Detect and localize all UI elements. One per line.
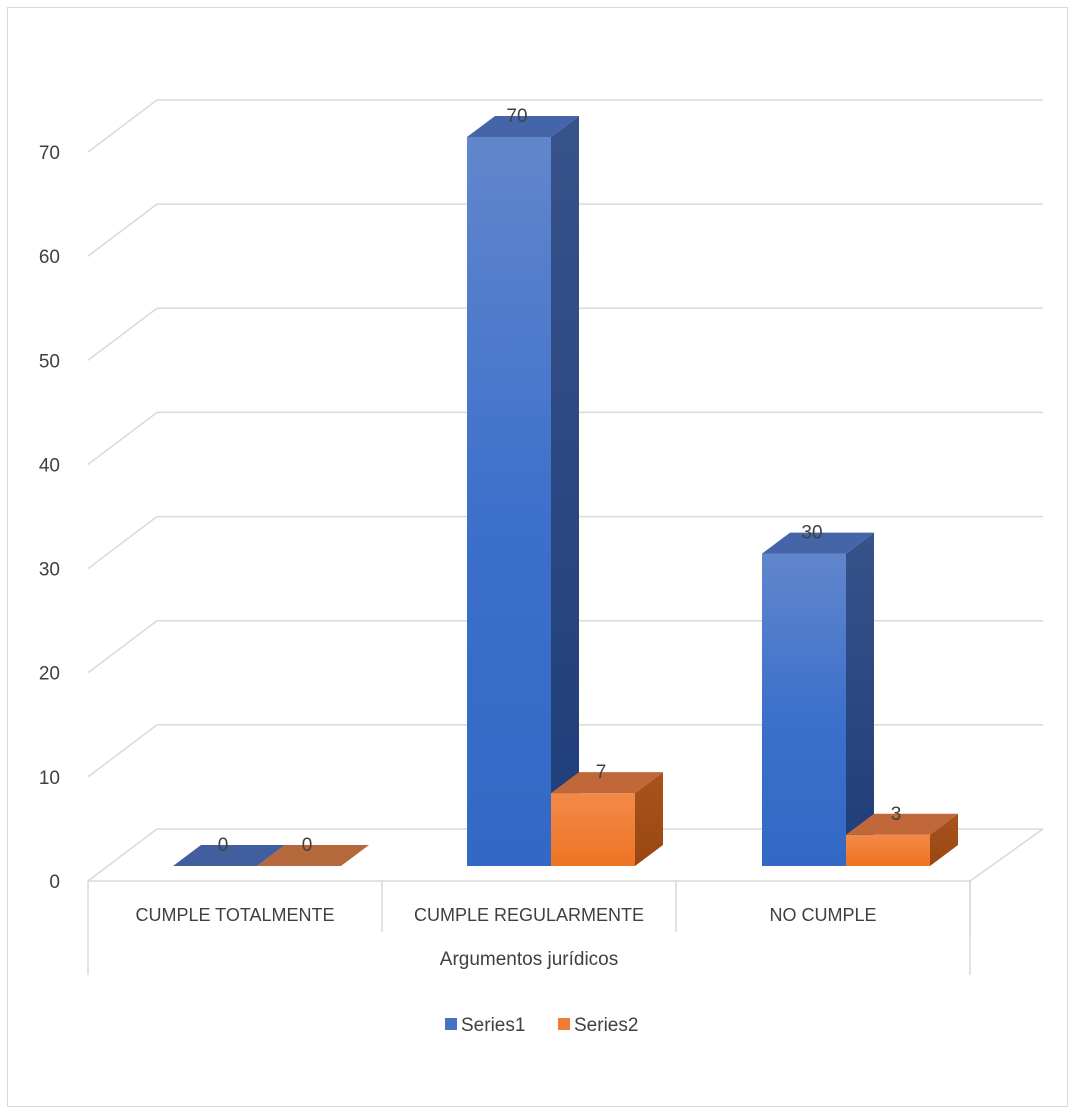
bar-top: [173, 845, 285, 866]
floor-right-edge: [969, 828, 1044, 882]
y-tick-label: 70: [39, 143, 60, 164]
legend-swatch: [445, 1018, 457, 1030]
x-tick-label: CUMPLE TOTALMENTE: [135, 905, 334, 925]
gridline-side: [87, 411, 158, 466]
data-label: 0: [218, 835, 229, 856]
data-label: 3: [891, 804, 902, 825]
gridline-side: [87, 620, 158, 674]
gridline-side: [87, 307, 158, 361]
bar-front: [762, 553, 846, 866]
data-labels: 0 0 70 7 30 3: [218, 106, 902, 856]
gridline-side: [87, 203, 158, 257]
y-tick-label: 40: [39, 455, 60, 476]
y-tick-label: 30: [39, 560, 60, 581]
x-tick-label: CUMPLE REGULARMENTE: [414, 905, 644, 925]
y-tick-label: 50: [39, 351, 60, 372]
bar-top: [551, 772, 663, 794]
bar-top: [467, 116, 579, 137]
data-label: 7: [596, 762, 607, 783]
floor-side-edge: [87, 828, 158, 882]
gridline-side: [87, 724, 158, 778]
bar-side: [635, 772, 663, 866]
legend-swatch: [558, 1018, 570, 1030]
y-tick-label: 0: [49, 872, 60, 893]
y-tick-label: 20: [39, 664, 60, 685]
y-axis: 0 10 20 30 40 50 60 70: [39, 143, 60, 893]
x-axis-title: Argumentos jurídicos: [440, 949, 618, 970]
y-tick-label: 60: [39, 247, 60, 268]
bar-side: [551, 116, 579, 866]
bar-top: [257, 845, 369, 866]
data-label: 30: [801, 523, 822, 544]
x-tick-label: NO CUMPLE: [769, 905, 876, 925]
bar-front: [846, 834, 930, 866]
gridline-side: [87, 99, 158, 153]
bar-side: [846, 532, 874, 866]
data-label: 0: [302, 835, 313, 856]
bar-top: [846, 813, 958, 835]
bar-front: [467, 137, 551, 866]
gridline-side: [87, 515, 158, 570]
legend-label: Series1: [461, 1015, 525, 1036]
legend: Series1 Series2: [445, 1015, 638, 1036]
bar-top: [762, 532, 874, 554]
bar-front: [551, 793, 635, 866]
y-tick-label: 10: [39, 768, 60, 789]
data-label: 70: [506, 106, 527, 127]
x-axis: CUMPLE TOTALMENTE CUMPLE REGULARMENTE NO C…: [87, 880, 971, 975]
bars: [173, 116, 958, 866]
bar-side: [930, 813, 958, 866]
legend-label: Series2: [574, 1015, 638, 1036]
